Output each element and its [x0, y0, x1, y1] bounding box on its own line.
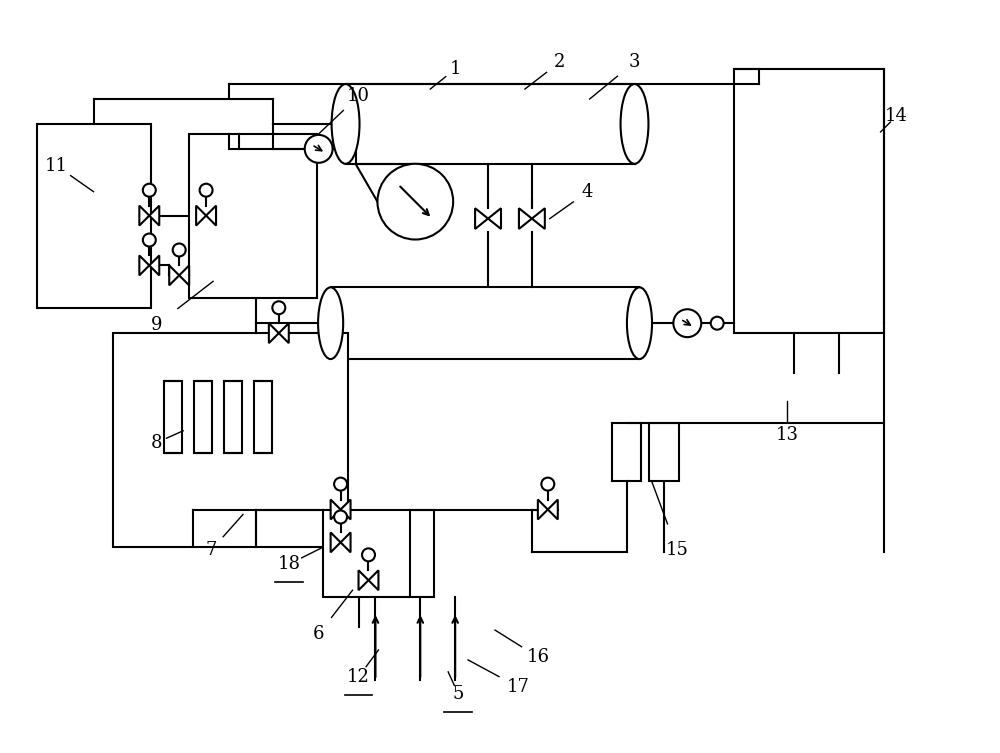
- Circle shape: [334, 477, 347, 490]
- Polygon shape: [488, 209, 501, 229]
- Text: 16: 16: [526, 648, 549, 666]
- Text: 6: 6: [313, 625, 324, 643]
- Text: 3: 3: [629, 53, 640, 72]
- Bar: [254, 381, 272, 453]
- Ellipse shape: [332, 84, 360, 164]
- Text: 11: 11: [45, 157, 68, 175]
- Text: 14: 14: [885, 107, 908, 125]
- Polygon shape: [341, 532, 351, 553]
- Text: 5: 5: [452, 684, 464, 703]
- Text: 8: 8: [151, 434, 162, 452]
- Polygon shape: [368, 570, 378, 590]
- Text: 13: 13: [775, 425, 798, 444]
- Bar: [113, 333, 348, 547]
- Bar: [224, 381, 242, 453]
- Bar: [331, 288, 639, 359]
- Text: 2: 2: [554, 53, 565, 72]
- Polygon shape: [269, 323, 279, 343]
- Bar: [346, 84, 635, 164]
- Bar: [164, 381, 182, 453]
- Polygon shape: [206, 206, 216, 226]
- Polygon shape: [139, 206, 149, 226]
- Polygon shape: [279, 323, 289, 343]
- Polygon shape: [359, 570, 368, 590]
- Ellipse shape: [627, 288, 652, 359]
- Ellipse shape: [621, 84, 648, 164]
- Polygon shape: [169, 265, 179, 285]
- Polygon shape: [149, 206, 159, 226]
- Circle shape: [334, 511, 347, 523]
- Circle shape: [272, 301, 285, 314]
- Circle shape: [143, 233, 156, 246]
- Text: 4: 4: [582, 183, 593, 201]
- Polygon shape: [341, 499, 351, 520]
- Bar: [612, 423, 641, 480]
- Circle shape: [362, 548, 375, 561]
- Circle shape: [305, 135, 333, 163]
- Circle shape: [200, 184, 213, 197]
- Polygon shape: [331, 499, 341, 520]
- Text: 12: 12: [347, 668, 370, 686]
- Polygon shape: [532, 209, 545, 229]
- Polygon shape: [149, 255, 159, 276]
- Polygon shape: [538, 499, 548, 520]
- Circle shape: [711, 317, 724, 330]
- Text: 18: 18: [277, 555, 300, 573]
- Bar: [189, 134, 317, 298]
- Circle shape: [143, 184, 156, 197]
- Bar: [37, 124, 151, 308]
- Polygon shape: [519, 209, 532, 229]
- Text: 10: 10: [347, 87, 370, 105]
- Text: 1: 1: [449, 60, 461, 78]
- Polygon shape: [548, 499, 558, 520]
- Bar: [734, 69, 884, 333]
- Ellipse shape: [318, 288, 343, 359]
- Bar: [649, 423, 679, 480]
- Text: 15: 15: [666, 541, 689, 559]
- Bar: [194, 381, 212, 453]
- Polygon shape: [196, 206, 206, 226]
- Text: 7: 7: [205, 541, 217, 559]
- Text: 9: 9: [151, 316, 162, 334]
- Polygon shape: [331, 532, 341, 553]
- Polygon shape: [475, 209, 488, 229]
- Circle shape: [673, 309, 701, 337]
- Bar: [323, 510, 434, 597]
- Circle shape: [173, 243, 186, 257]
- Circle shape: [541, 477, 554, 490]
- Polygon shape: [179, 265, 189, 285]
- Polygon shape: [139, 255, 149, 276]
- Text: 17: 17: [506, 678, 529, 696]
- Circle shape: [377, 164, 453, 239]
